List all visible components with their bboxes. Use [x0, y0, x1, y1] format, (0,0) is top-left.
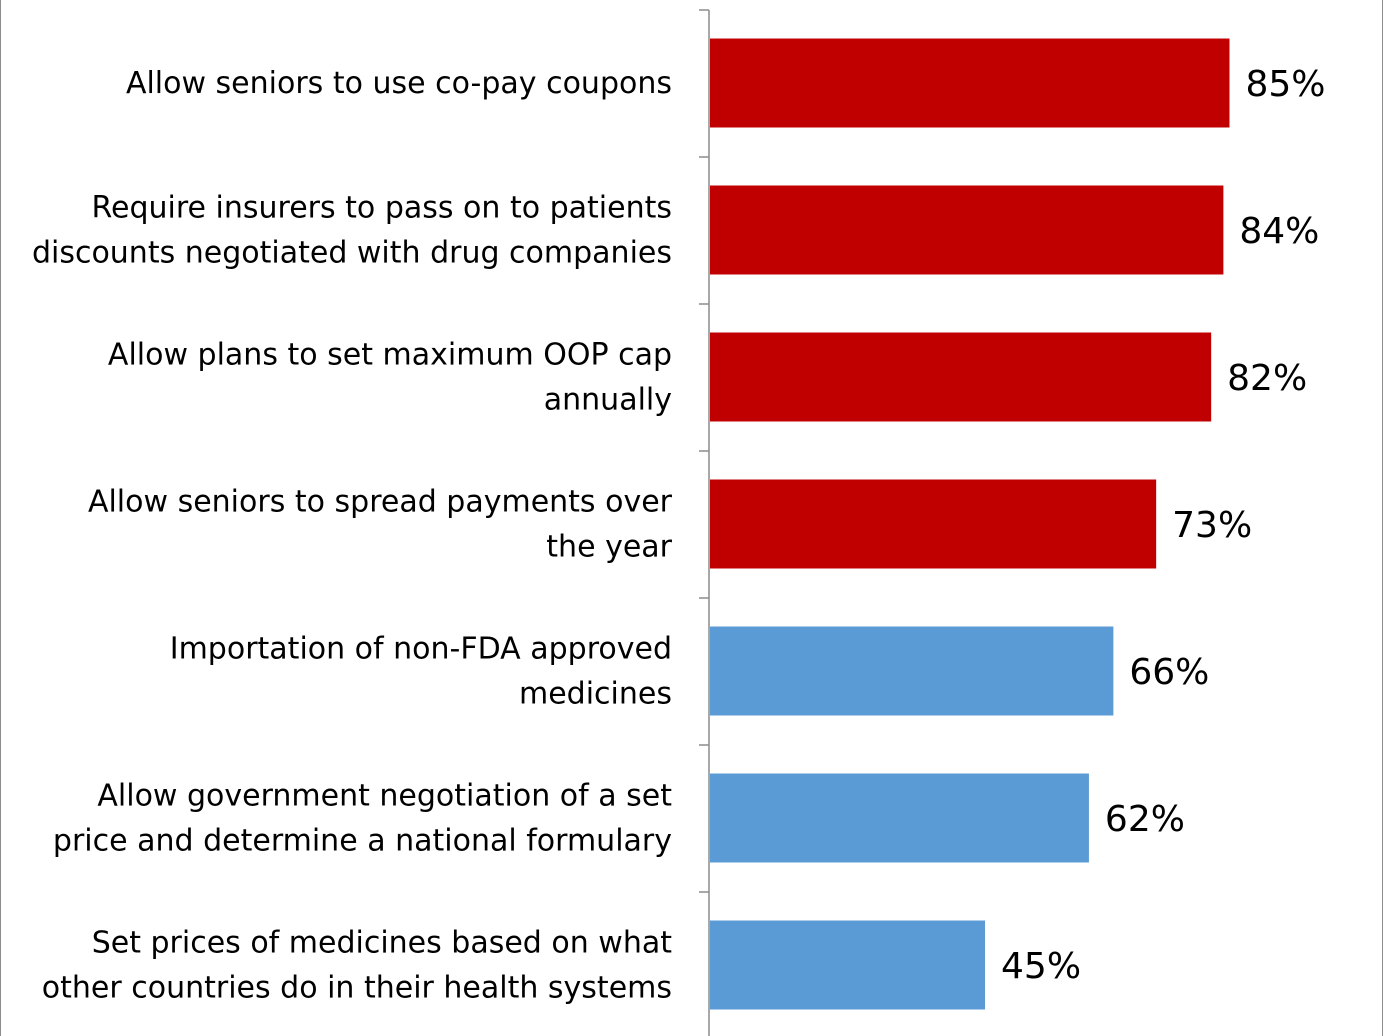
value-label: 85% — [1246, 64, 1326, 105]
category-label-line: Set prices of medicines based on what — [92, 926, 673, 961]
bar — [710, 920, 986, 1010]
category-label-line: price and determine a national formulary — [53, 824, 672, 859]
bar — [710, 479, 1157, 569]
category-label: Importation of non-FDA approved medicines — [170, 632, 672, 712]
category-label-line: Require insurers to pass on to patients — [92, 191, 672, 226]
bar — [710, 332, 1212, 422]
bar — [710, 773, 1089, 863]
category-label: Allow government negotiation of a set pri… — [53, 779, 672, 859]
category-label: Require insurers to pass on to patients d… — [32, 191, 672, 271]
value-label: 82% — [1227, 358, 1307, 399]
category-label-line: discounts negotiated with drug companies — [32, 236, 672, 271]
category-label-line: annually — [544, 383, 672, 418]
category-label-line: medicines — [519, 677, 672, 712]
category-label: Set prices of medicines based on what oth… — [42, 926, 672, 1006]
category-label: Allow plans to set maximum OOP cap annual… — [108, 338, 672, 418]
bar — [710, 185, 1224, 275]
value-label: 62% — [1105, 799, 1185, 840]
bar — [710, 626, 1114, 716]
labels-layer: 85% Allow seniors to use co-pay coupons 84… — [32, 64, 1326, 1006]
value-label: 84% — [1239, 211, 1319, 252]
value-label: 73% — [1172, 505, 1252, 546]
category-label: Allow seniors to use co-pay coupons — [126, 66, 672, 101]
category-label-line: Importation of non-FDA approved — [170, 632, 672, 667]
axis-layer — [699, 9, 710, 1036]
bars-layer — [710, 38, 1230, 1010]
category-label-line: other countries do in their health syste… — [42, 971, 672, 1006]
category-label: Allow seniors to spread payments over the… — [88, 485, 673, 565]
category-label-line: Allow seniors to use co-pay coupons — [126, 66, 672, 101]
category-label-line: the year — [546, 530, 672, 565]
bar — [710, 38, 1230, 128]
category-label-line: Allow government negotiation of a set — [97, 779, 672, 814]
category-label-line: Allow seniors to spread payments over — [88, 485, 673, 520]
category-label-line: Allow plans to set maximum OOP cap — [108, 338, 672, 373]
value-label: 45% — [1001, 946, 1081, 987]
value-label: 66% — [1129, 652, 1209, 693]
